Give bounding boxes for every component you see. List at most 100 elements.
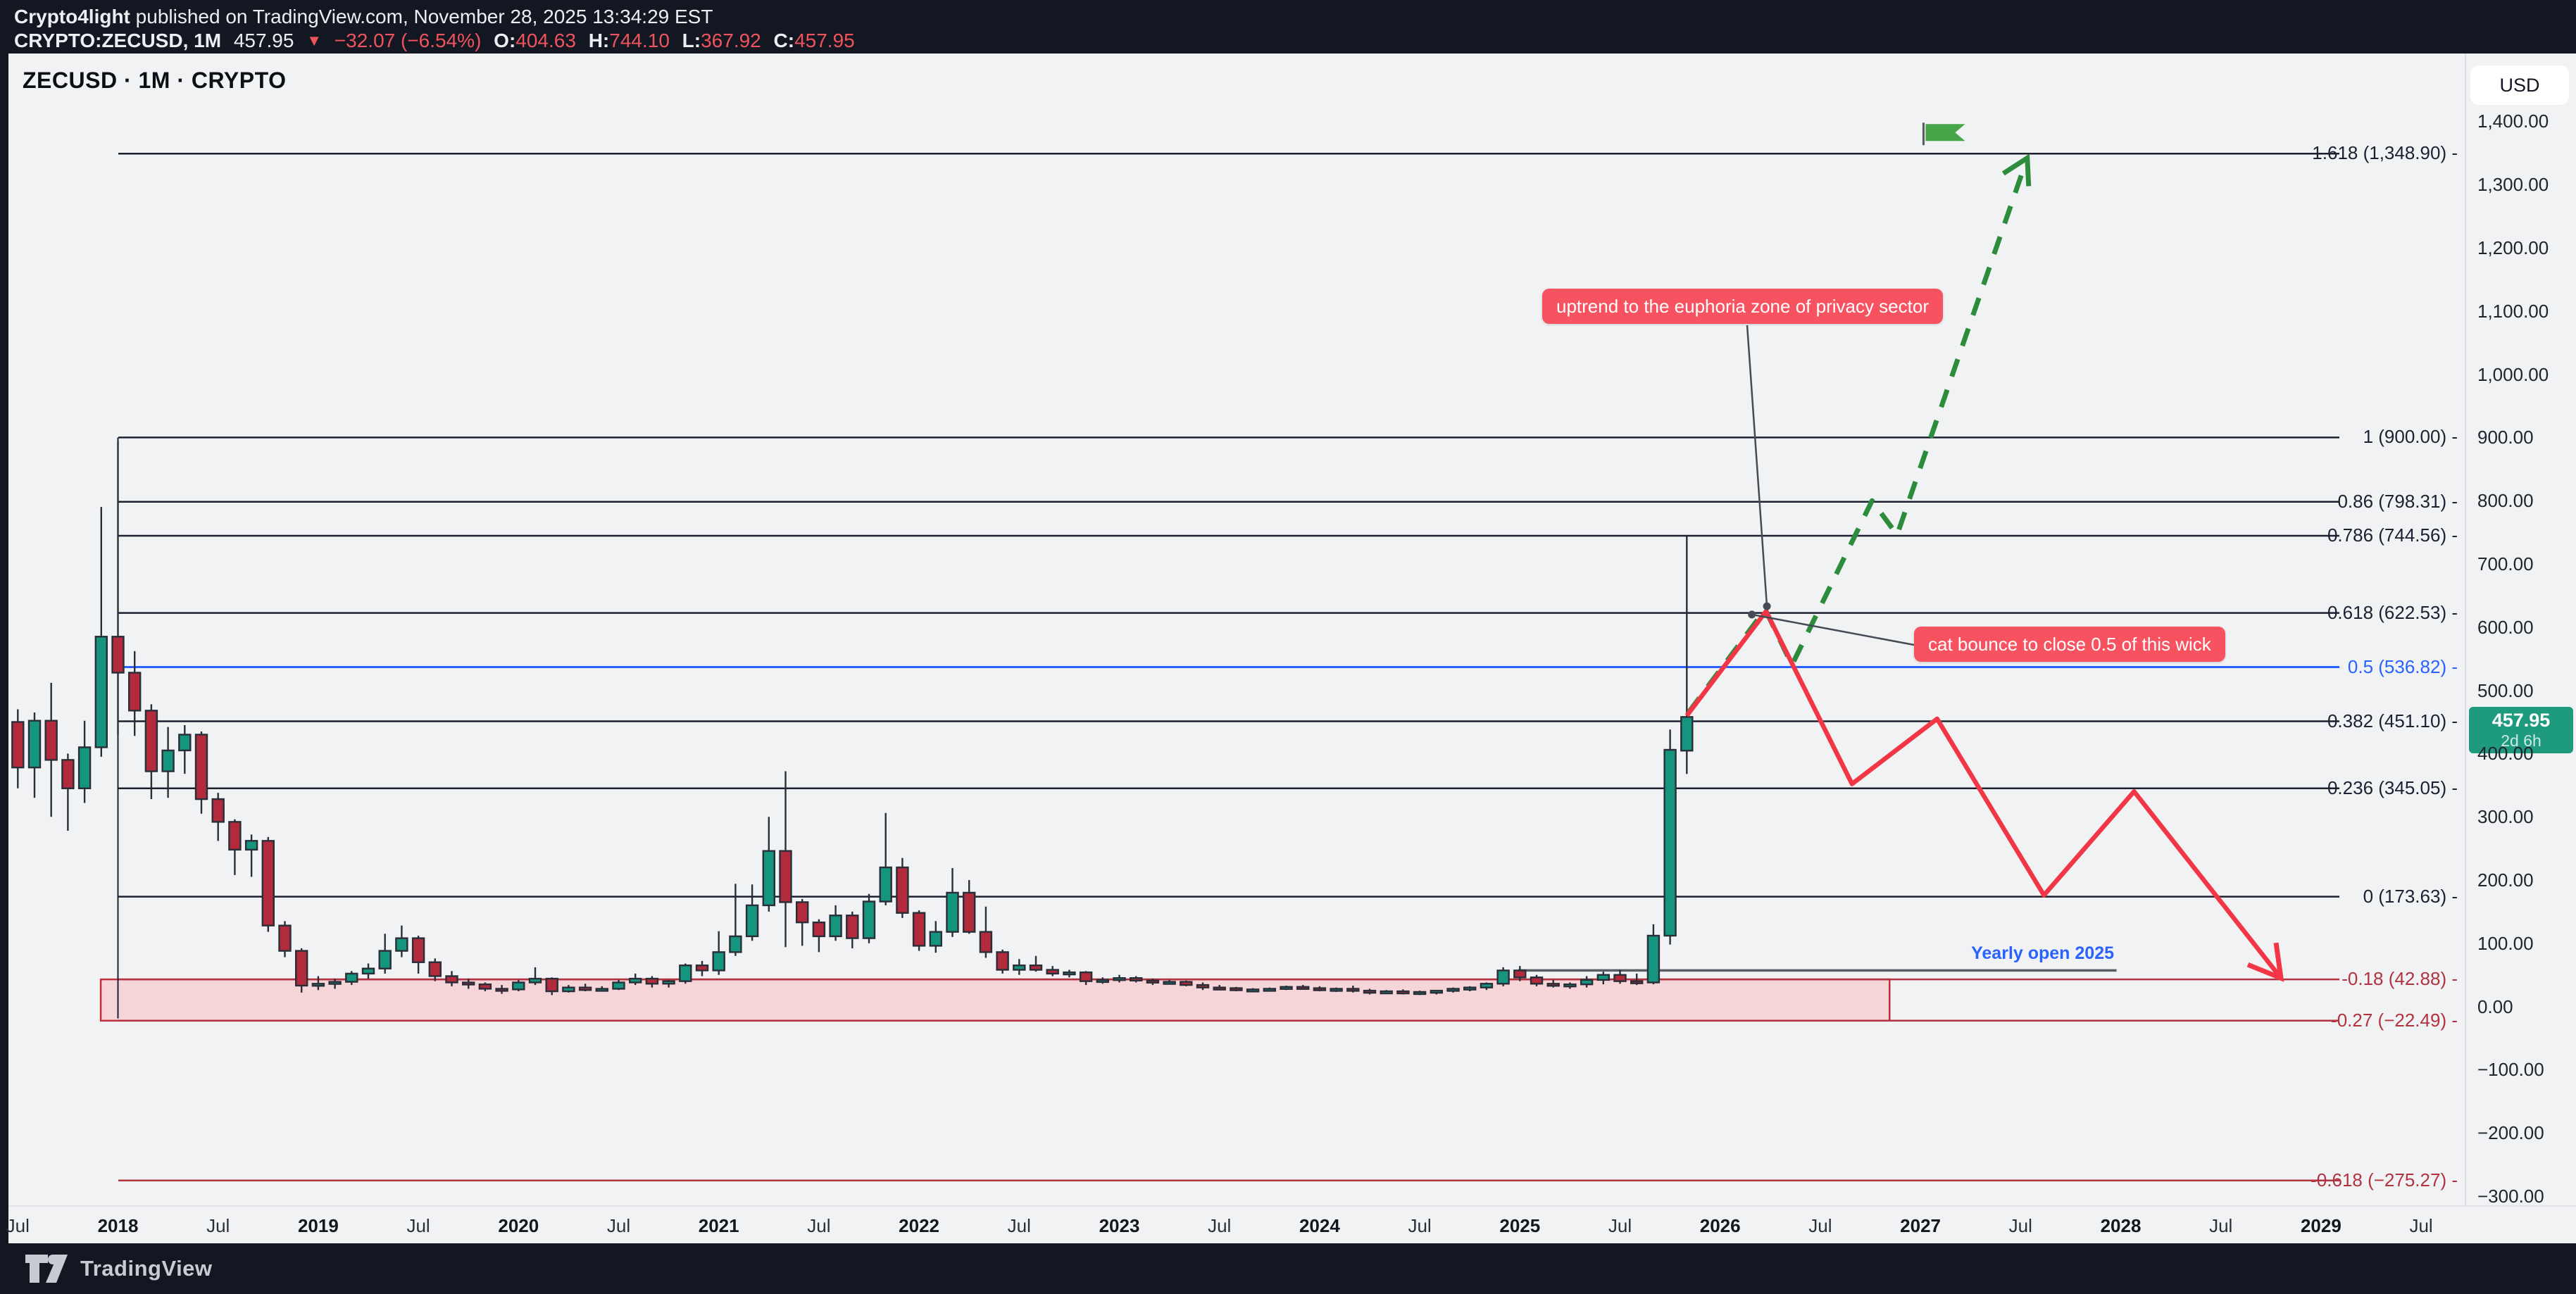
candle-body [244,840,258,851]
tradingview-wordmark: TradingView [80,1256,213,1281]
candles-layer [11,441,1694,995]
candle-body [278,924,292,952]
time-tick-2024-2024-01: 2024 [1299,1215,1340,1236]
time-tick-Jul-2017-07: Jul [6,1215,30,1236]
candle [946,867,959,937]
fib-label-0.618: 0.618 (622.53) [2327,602,2458,624]
candle [228,819,242,875]
candle [311,976,325,991]
candle [829,905,842,941]
candle [411,936,425,974]
price-tick: 1,000.00 [2477,363,2549,385]
candle-body [1546,983,1560,987]
price-tick: 300.00 [2477,806,2534,828]
price-tick: 1,200.00 [2477,237,2549,258]
candle [1330,987,1343,992]
candle-body [762,850,776,907]
fib-label-0.236: 0.236 (345.05) [2327,777,2458,799]
candle [278,921,292,957]
candle-body [1396,990,1410,995]
price-tick: −300.00 [2477,1186,2544,1207]
candle-body [144,710,158,772]
candle-body [1446,988,1460,992]
flag-icon[interactable] [1925,124,1965,142]
candle-body [979,931,993,953]
time-tick-2022-2022-01: 2022 [899,1215,940,1236]
candle-body [662,980,675,985]
cat-bounce-annotation-label[interactable]: cat bounce to close 0.5 of this wick [1914,627,2225,662]
candle [745,884,759,941]
time-tick-2027-2027-01: 2027 [1900,1215,1942,1236]
candle-body [962,891,976,933]
candle-body [378,950,392,969]
candle-body [178,734,192,752]
candle [462,979,475,989]
candle [1380,990,1393,995]
publisher-name: Crypto4light [14,6,130,27]
time-tick-2028-2028-01: 2028 [2100,1215,2142,1236]
candle-body [1663,748,1677,937]
price-tick: −100.00 [2477,1059,2544,1081]
time-tick-Jul-2027-07: Jul [2008,1215,2032,1236]
currency-button[interactable]: USD [2470,65,2569,105]
candle-body [161,749,175,772]
candle [44,682,58,817]
chart-title: ZECUSD · 1M · CRYPTO [23,68,287,93]
candle-body [111,636,125,674]
candle-body [1463,986,1477,991]
candle-body [1680,716,1694,752]
candle [1213,985,1226,991]
candle [1113,974,1126,983]
candle [178,724,192,774]
price-tick: 400.00 [2477,743,2534,765]
down-triangle-icon: ▼ [306,32,323,49]
candle [545,977,558,995]
fib-label-0.5: 0.5 (536.82) [2348,656,2458,678]
candle [378,934,392,974]
price-tick: 1,400.00 [2477,111,2549,132]
fib-label-0.382: 0.382 (451.10) [2327,710,2458,732]
candle [111,441,125,735]
candle-body [545,977,558,993]
high-value: 744.10 [609,30,670,51]
candle [896,858,909,918]
candle [846,911,859,948]
price-tick: 100.00 [2477,932,2534,954]
time-tick-Jul-2018-07: Jul [206,1215,230,1236]
candle [795,898,809,946]
uptrend-callout-line [1746,325,1768,607]
bearish-projection-path[interactable] [1684,609,2283,980]
tradingview-logo[interactable]: TradingView [24,1253,213,1284]
candle-body [1346,988,1360,992]
candle-body [929,931,943,947]
candle-body [1430,989,1444,994]
time-tick-Jul-2022-07: Jul [1007,1215,1031,1236]
candle [1263,987,1277,992]
fib-label-0.86: 0.86 (798.31) [2337,491,2458,513]
price-tick: 0.00 [2477,995,2513,1017]
candle [1096,977,1110,984]
candle [161,727,175,798]
candle [495,985,508,994]
candle [345,971,358,986]
candle [695,960,709,976]
publish-header: Crypto4light published on TradingView.co… [14,6,713,28]
uptrend-annotation-label[interactable]: uptrend to the euphoria zone of privacy … [1542,289,1943,324]
candle [77,720,92,803]
support-zone[interactable] [99,978,1891,1022]
price-tick: 200.00 [2477,869,2534,891]
candle [295,948,308,993]
candle [662,979,675,988]
open-label: O: [494,30,516,51]
candle [428,958,442,981]
candle [27,712,42,798]
ohlc-header: CRYPTO:ZECUSD, 1M 457.95 ▼ −32.07 (−6.54… [14,30,855,52]
candle-body [1296,986,1310,990]
candle-body [996,951,1009,971]
candle [712,931,725,975]
candle-body [1496,969,1510,985]
candle-body [1413,991,1427,995]
candle [1430,989,1444,995]
candle-body [1146,979,1160,984]
candle [729,884,742,956]
